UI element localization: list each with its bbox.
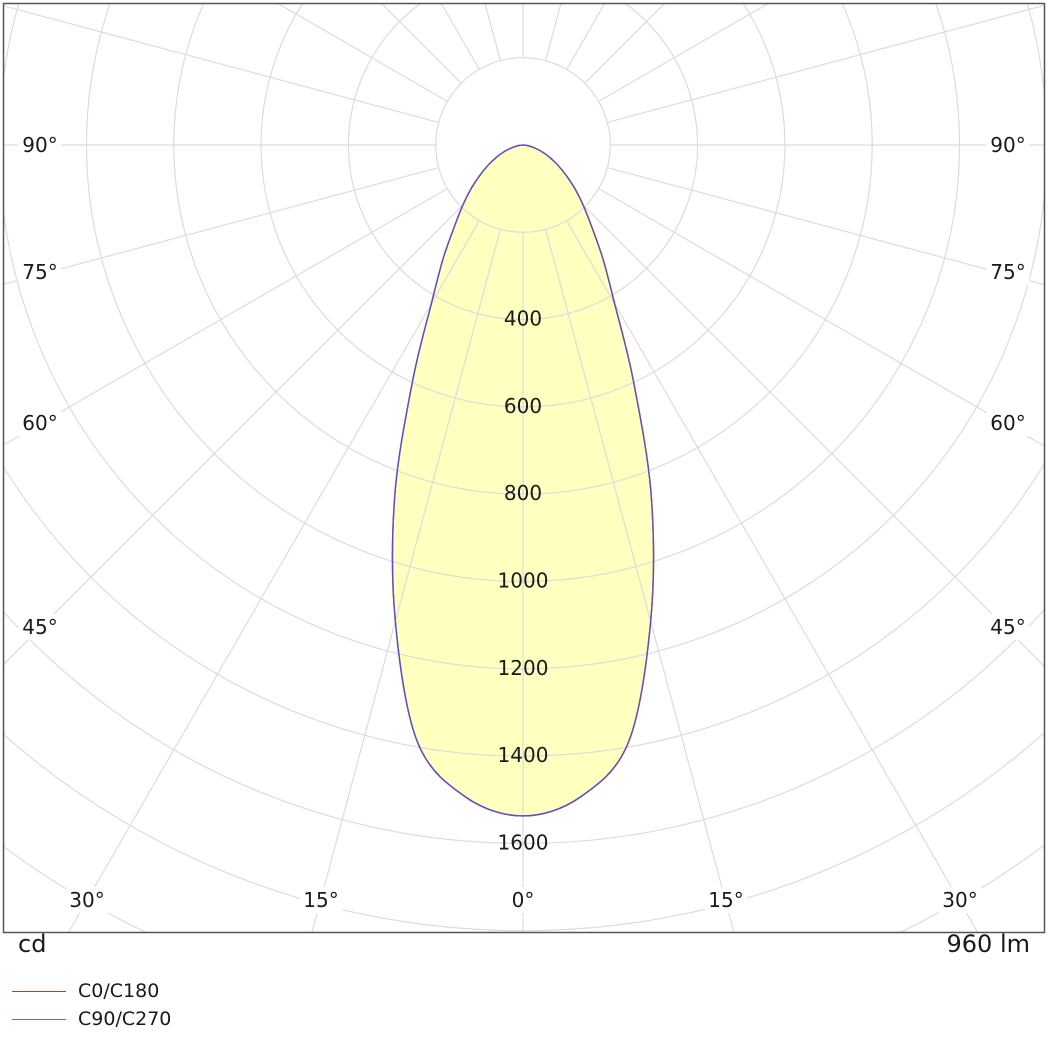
legend-label: C0/C180 [78, 980, 160, 1002]
luminous-flux-label: 960 lm [946, 930, 1030, 958]
axis-tick-label: 90° [990, 133, 1025, 157]
axis-tick-label: 15° [303, 888, 338, 912]
intensity-curves [391, 144, 655, 817]
axis-tick-label: 30° [942, 888, 977, 912]
axis-tick-label: 400 [504, 307, 542, 331]
axis-tick-label: 30° [69, 888, 104, 912]
axis-tick-label: 1600 [498, 830, 549, 854]
polar-grid [4, 4, 1044, 932]
axis-tick-label: 600 [504, 394, 542, 418]
polar-intensity-chart: 400 600 800 1000 1200 1400 1600 90° 75° 60° 45° 30°… [2, 2, 1046, 934]
axis-tick-label: 90° [22, 133, 57, 157]
axis-tick-label: 45° [22, 615, 57, 639]
axis-tick-label: 15° [708, 888, 743, 912]
axis-tick-label: 1000 [498, 569, 549, 593]
legend: C0/C180 C90/C270 [12, 977, 171, 1033]
legend-item-c90-c270: C90/C270 [12, 1005, 171, 1033]
axis-tick-label: 75° [22, 260, 57, 284]
axis-tick-label: 60° [22, 411, 57, 435]
axis-tick-label: 1400 [498, 743, 549, 767]
axis-tick-label: 1200 [498, 656, 549, 680]
unit-label: cd [18, 930, 47, 958]
axis-tick-label: 60° [990, 411, 1025, 435]
axis-tick-label: 45° [990, 615, 1025, 639]
legend-swatch-blue [12, 1018, 66, 1020]
axis-tick-label: 0° [512, 888, 535, 912]
curve-c90-c270 [391, 144, 655, 817]
legend-swatch-red [12, 990, 66, 992]
axis-labels: 400 600 800 1000 1200 1400 1600 90° 75° 60° 45° 30°… [18, 132, 1030, 913]
axis-tick-label: 75° [990, 260, 1025, 284]
axis-tick-label: 800 [504, 481, 542, 505]
legend-label: C90/C270 [78, 1008, 172, 1030]
plot-frame [2, 2, 1046, 934]
legend-item-c0-c180: C0/C180 [12, 977, 171, 1005]
